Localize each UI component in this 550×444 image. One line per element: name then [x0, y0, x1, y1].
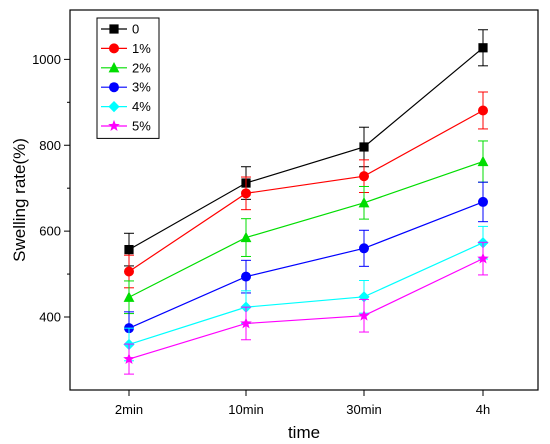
x-tick-label: 10min: [228, 402, 263, 417]
data-point: [123, 352, 135, 365]
legend-box: [96, 17, 160, 139]
data-point: [359, 171, 369, 182]
series-1pct: [124, 91, 488, 289]
legend-marker: [109, 82, 119, 93]
data-point: [478, 43, 488, 53]
series-5pct: [123, 241, 489, 375]
legend-label: 4%: [132, 99, 151, 114]
series-3pct: [124, 181, 488, 345]
data-point: [240, 317, 252, 329]
legend-marker: [109, 43, 119, 54]
series-0: [124, 29, 488, 267]
series-line: [128, 242, 484, 346]
plot-frame: [69, 9, 539, 391]
data-point: [477, 155, 489, 167]
x-tick-label: 2min: [115, 402, 143, 417]
legend-marker: [109, 24, 119, 34]
series-line: [128, 201, 484, 329]
y-tick-label: 400: [39, 310, 61, 325]
legend-label: 3%: [132, 80, 151, 95]
data-point: [241, 271, 251, 282]
series-line: [128, 109, 484, 272]
data-point: [477, 252, 489, 264]
data-point: [358, 309, 370, 321]
legend-label: 2%: [132, 60, 151, 75]
x-axis: 2min 10min 30min 4h: [115, 390, 490, 417]
x-tick-label: 4h: [476, 402, 490, 417]
series-line: [128, 47, 484, 251]
data-point: [124, 244, 134, 255]
legend-marker: [108, 62, 120, 73]
data-point: [359, 142, 369, 152]
legend-label: 0: [132, 22, 139, 37]
data-point: [478, 105, 488, 116]
legend-label: 1%: [132, 41, 151, 56]
series-line: [128, 161, 484, 298]
data-point: [359, 243, 369, 254]
series-4pct: [123, 225, 489, 362]
data-point: [358, 196, 370, 208]
y-tick-label: 600: [39, 224, 61, 239]
data-point: [240, 231, 252, 243]
series-line: [128, 258, 484, 360]
data-point: [478, 196, 488, 207]
legend-label: 5%: [132, 119, 151, 134]
y-axis-title: Swelling rate(%): [10, 138, 29, 262]
legend: 0 1% 2% 3% 4% 5%: [96, 17, 160, 139]
legend-marker: [108, 119, 120, 131]
y-axis: 400 600 800 1000: [32, 52, 70, 325]
data-point: [124, 266, 134, 277]
x-tick-label: 30min: [346, 402, 381, 417]
data-point: [241, 188, 251, 199]
y-tick-label: 1000: [32, 52, 61, 67]
series-2pct: [123, 140, 489, 315]
data-point: [123, 291, 135, 302]
x-axis-title: time: [288, 423, 320, 442]
legend-marker: [108, 101, 120, 113]
series-layer: [123, 29, 489, 375]
y-tick-label: 800: [39, 138, 61, 153]
